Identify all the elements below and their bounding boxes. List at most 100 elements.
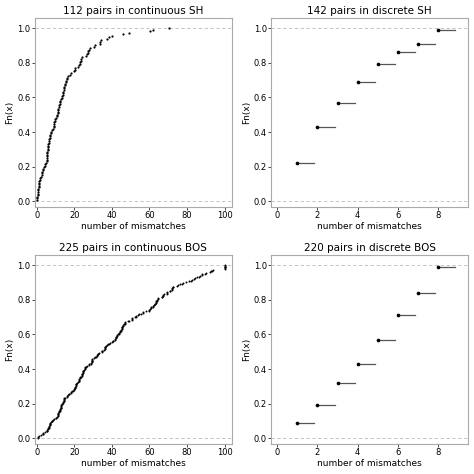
Point [45,140,52,148]
Point [113,331,121,339]
Point [55,105,62,112]
Point [125,29,133,36]
Point [47,419,55,426]
Point [79,367,87,375]
Point [108,32,116,40]
Point [37,173,45,180]
Point [178,280,186,287]
Point [116,329,123,337]
Point [45,425,52,432]
Point [34,193,41,201]
Point [67,388,75,396]
Point [46,421,54,429]
Point [39,429,47,437]
Point [60,396,68,403]
Point [113,332,120,340]
Point [147,304,155,311]
Point [100,346,107,354]
Point [435,263,442,271]
Point [118,326,125,334]
Point [88,359,95,367]
Point [39,431,46,438]
Point [118,324,126,331]
Point [80,367,87,374]
Point [354,360,362,368]
Point [101,343,109,350]
Point [88,356,96,364]
Point [163,289,171,297]
Point [54,112,61,120]
Point [76,374,84,382]
Point [49,125,57,132]
Point [39,165,47,173]
Point [116,328,124,336]
Y-axis label: Fn(x): Fn(x) [6,337,15,361]
Point [42,160,49,168]
Point [63,393,71,401]
Point [96,40,104,47]
Point [70,387,77,394]
Point [158,294,165,301]
Point [71,66,79,73]
Point [132,312,140,319]
Point [114,330,122,338]
Point [83,362,91,370]
Point [159,293,166,301]
Point [149,302,157,310]
Point [88,358,95,366]
Point [56,405,64,413]
X-axis label: number of mismatches: number of mismatches [318,222,422,231]
Point [60,395,68,403]
Point [109,337,117,344]
Point [119,322,127,330]
Point [44,146,51,154]
Point [56,407,64,414]
Point [168,286,176,293]
Point [193,273,201,281]
Point [34,194,41,202]
Point [52,116,59,123]
Point [107,339,114,346]
Point [102,342,110,350]
Point [35,183,42,191]
Point [75,62,82,69]
Point [47,128,55,136]
Point [146,305,154,313]
Point [112,334,120,341]
Point [126,317,133,324]
Point [73,380,80,387]
Point [34,185,42,193]
Point [78,370,86,377]
Point [60,85,68,92]
Point [53,414,60,421]
Point [98,347,106,355]
Point [46,131,54,138]
Point [95,349,103,356]
Point [33,196,41,203]
Point [137,310,145,318]
Point [74,63,82,71]
Point [46,134,54,142]
Point [117,327,124,334]
Point [75,376,83,383]
Point [101,345,109,353]
Point [118,325,125,333]
Point [44,151,51,159]
Point [221,264,228,272]
Point [66,71,74,78]
Point [47,129,55,137]
Point [50,120,58,128]
Point [131,314,139,321]
Point [97,38,104,46]
Point [109,337,117,345]
Point [117,328,124,335]
Point [113,333,120,340]
Point [334,99,341,106]
Point [166,288,173,295]
Point [78,372,85,380]
Point [149,26,156,34]
Point [142,308,150,315]
Point [43,427,51,434]
Point [166,287,174,294]
Point [64,72,72,80]
